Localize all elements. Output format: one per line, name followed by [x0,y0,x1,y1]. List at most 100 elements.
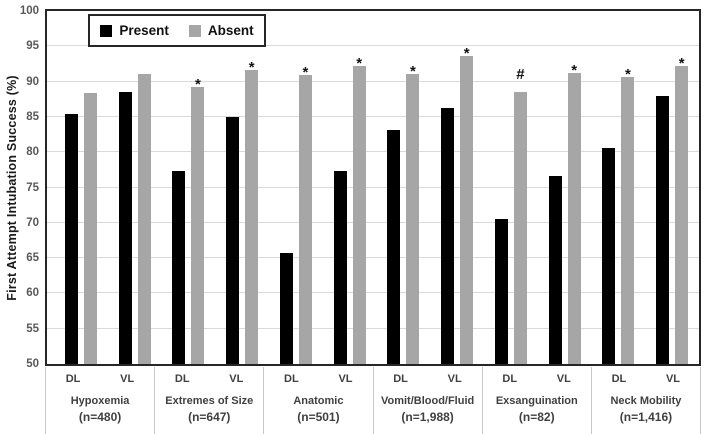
bar-present [226,116,240,364]
significance-asterisk-marker: * [248,59,255,77]
group-name-label: Exsanguination [495,395,578,407]
gridline-90 [47,80,699,82]
device-label-vl: VL [120,373,135,385]
x-group-label-3: DL VL Anatomic (n=501) [263,367,372,434]
device-label-dl: DL [65,373,81,385]
y-tick-label-85: 85 [26,110,39,123]
bar-absent [137,73,151,364]
bar-absent [83,92,97,364]
bar-present [118,92,132,364]
legend-swatch-present-icon [100,24,113,37]
x-group-label-4: DL VL Vomit/Blood/Fluid (n=1,988) [372,367,482,434]
group-n-label: (n=1,988) [401,410,454,424]
device-label-vl: VL [556,373,571,385]
bar-absent [567,73,581,364]
gridline-65 [47,257,699,259]
significance-asterisk-marker: * [409,62,416,80]
legend-item-present: Present [100,23,169,38]
gridline-80 [47,151,699,153]
significance-asterisk-marker: * [571,62,578,80]
legend-item-absent: Absent [188,23,254,38]
subgroup-dl-5: # [484,11,538,364]
group-n-label: (n=82) [518,410,555,424]
device-label-dl: DL [611,373,627,385]
y-tick-label-75: 75 [26,181,39,194]
gridline-85 [47,115,699,117]
subgroup-vl-5: * [538,11,592,364]
bar-group-6: * * [592,11,700,364]
x-group-label-2: DL VL Extremes of Size (n=647) [154,367,263,434]
subgroup-dl-2: * [162,11,216,364]
bar-present [656,96,670,364]
significance-asterisk-marker: * [194,75,201,93]
bar-absent [406,73,420,364]
y-tick-label-50: 50 [26,358,39,370]
y-tick-label-95: 95 [26,40,39,53]
group-n-label: (n=1,416) [619,410,673,424]
device-label-vl: VL [447,373,462,385]
plot-area: * * * * * * # * * * Present Absent [45,9,701,366]
bar-group-4: * * [377,11,485,364]
y-tick-label-80: 80 [26,146,39,159]
device-label-row: DL VL [483,373,591,385]
bar-absent [675,66,689,364]
gridline-60 [47,292,699,294]
group-name-label: Hypoxemia [70,395,130,407]
bar-present [494,219,508,364]
x-group-label-6: DL VL Neck Mobility (n=1,416) [590,367,702,434]
y-tick-label-60: 60 [26,287,39,300]
subgroup-dl-4: * [377,11,431,364]
device-label-vl: VL [229,373,244,385]
legend-label-absent: Absent [207,23,254,38]
legend-swatch-absent-icon [188,24,201,37]
device-label-row: DL VL [374,373,482,385]
gridline-75 [47,186,699,188]
significance-hash-marker: # [516,65,525,83]
bar-group-3: * * [269,11,377,364]
subgroup-vl-2: * [215,11,269,364]
significance-asterisk-marker: * [678,55,685,73]
bars-area: * * * * * * # * * * [54,11,699,364]
legend-label-present: Present [119,23,169,38]
bar-present [548,176,562,364]
y-tick-label-55: 55 [26,322,39,335]
y-tick-label-65: 65 [26,252,39,265]
bar-absent [460,55,474,364]
gridline-55 [47,327,699,329]
bar-absent [513,91,527,364]
y-tick-label-100: 100 [19,5,39,17]
bar-present [279,253,293,364]
device-label-vl: VL [338,373,353,385]
bar-group-5: # * [484,11,592,364]
device-label-row: DL VL [592,373,700,385]
legend: Present Absent [88,14,266,47]
subgroup-vl-1 [108,11,162,364]
x-group-label-5: DL VL Exsanguination (n=82) [481,367,591,434]
x-axis-labels: DL VL Hypoxemia (n=480) DL VL Extremes of Size… [45,367,702,434]
subgroup-vl-6: * [645,11,699,364]
device-label-dl: DL [284,373,299,385]
group-name-label: Neck Mobility [610,395,682,407]
group-name-label: Extremes of Size [165,395,254,407]
y-tick-label-90: 90 [26,75,39,88]
group-name-label: Vomit/Blood/Fluid [380,395,475,407]
bar-group-1 [54,11,162,364]
device-label-row: DL VL [155,373,263,385]
bar-absent [245,70,259,364]
significance-asterisk-marker: * [463,44,470,62]
bar-present [172,170,186,364]
subgroup-dl-6: * [592,11,646,364]
device-label-dl: DL [502,373,518,385]
y-tick-label-70: 70 [26,216,39,229]
bar-present [387,129,401,364]
gridline-95 [47,45,699,47]
subgroup-dl-1 [54,11,108,364]
bar-present [441,107,455,364]
device-label-dl: DL [393,373,408,385]
device-label-vl: VL [665,373,681,385]
significance-asterisk-marker: * [356,55,363,73]
x-group-label-1: DL VL Hypoxemia (n=480) [45,367,154,434]
bar-present [64,114,78,364]
subgroup-dl-3: * [269,11,323,364]
